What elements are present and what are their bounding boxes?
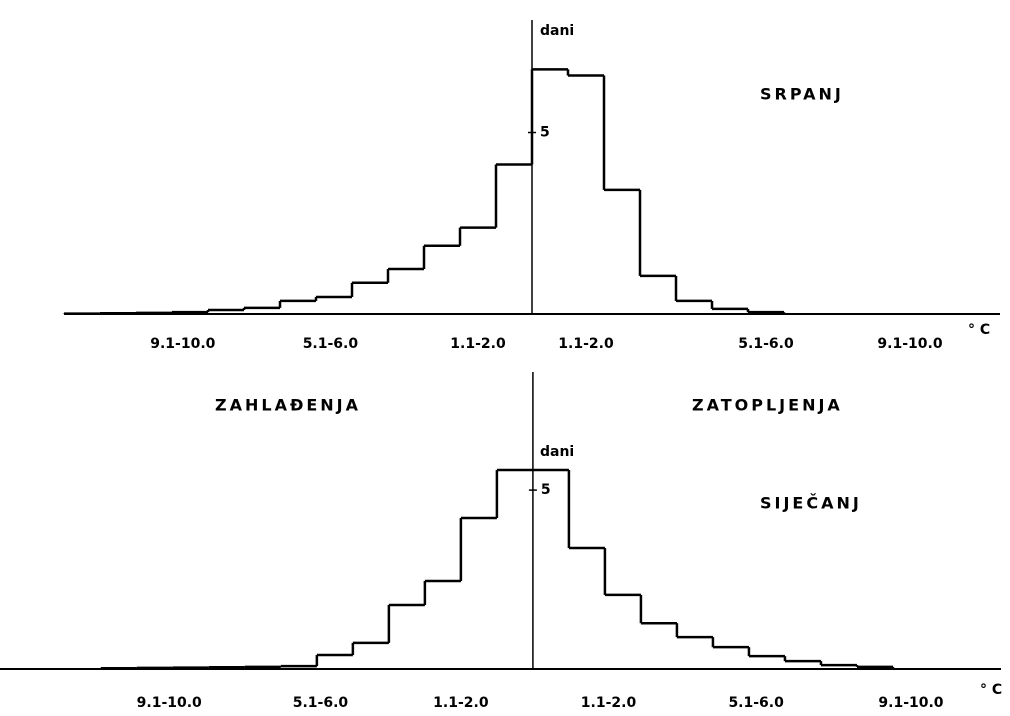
- x-tick-label: 5.1-6.0: [303, 336, 359, 352]
- x-tick-label: 1.1-2.0: [581, 695, 637, 711]
- x-tick-label: 5.1-6.0: [293, 695, 349, 711]
- x-tick-label: 9.1-10.0: [137, 695, 202, 711]
- x-tick-label: 5.1-6.0: [738, 336, 794, 352]
- x-tick-label: 9.1-10.0: [878, 695, 943, 711]
- y-tick-label: 5: [540, 125, 550, 141]
- y-axis-label: dani: [540, 23, 574, 39]
- x-tick-label: 1.1-2.0: [450, 336, 506, 352]
- x-axis-label: ° C: [968, 322, 990, 338]
- x-tick-label: 1.1-2.0: [433, 695, 489, 711]
- x-tick-label: 9.1-10.0: [877, 336, 942, 352]
- x-tick-label: 9.1-10.0: [150, 336, 215, 352]
- chart-title: SIJEČANJ: [760, 494, 862, 513]
- x-tick-label: 1.1-2.0: [558, 336, 614, 352]
- annotation: ZATOPLJENJA: [692, 396, 843, 415]
- annotation: ZAHLAĐENJA: [215, 396, 361, 415]
- y-axis-label: dani: [540, 444, 574, 460]
- x-tick-label: 5.1-6.0: [728, 695, 784, 711]
- x-axis-label: ° C: [980, 682, 1002, 698]
- y-tick-label: 5: [541, 482, 551, 498]
- chart-title: SRPANJ: [760, 85, 844, 104]
